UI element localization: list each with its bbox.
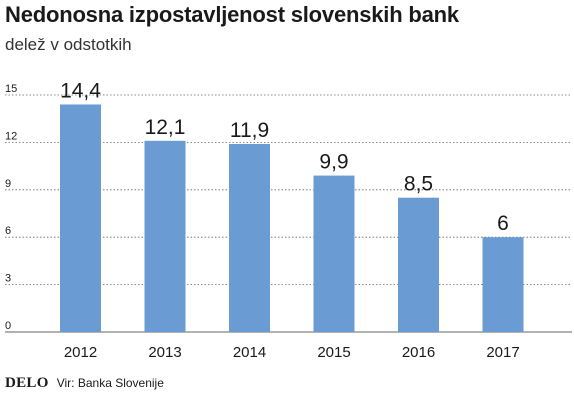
bar — [60, 104, 101, 332]
data-label: 8,5 — [404, 173, 433, 196]
x-tick-label: 2016 — [402, 344, 435, 361]
x-tick-label: 2017 — [486, 344, 519, 361]
source-note: Vir: Banka Slovenije — [56, 376, 164, 390]
x-tick-label: 2013 — [148, 344, 181, 361]
x-tick-label: 2014 — [233, 344, 266, 361]
y-tick-label: 0 — [5, 320, 11, 332]
data-label: 11,9 — [230, 119, 269, 142]
bar — [144, 140, 186, 332]
bar — [482, 237, 524, 332]
data-label: 6 — [497, 212, 509, 235]
y-tick-label: 12 — [5, 130, 17, 142]
y-tick-label: 6 — [5, 225, 11, 237]
y-tick-label: 9 — [5, 178, 11, 190]
data-label: 9,9 — [319, 151, 348, 174]
data-label: 12,1 — [145, 116, 186, 139]
x-tick-label: 2012 — [64, 344, 97, 361]
bar — [398, 197, 439, 332]
y-tick-label: 3 — [5, 273, 11, 285]
delo-logo: DELO — [5, 375, 49, 391]
bar — [229, 143, 270, 332]
chart-title: Nedonosna izpostavljenost slovenskih ban… — [5, 2, 459, 27]
data-label: 14,4 — [60, 79, 101, 102]
chart-subtitle: delež v odstotkih — [5, 35, 132, 54]
y-tick-label: 15 — [5, 83, 17, 95]
bar — [313, 175, 355, 332]
x-tick-label: 2015 — [317, 344, 350, 361]
footer: DELO Vir: Banka Slovenije — [5, 375, 164, 392]
